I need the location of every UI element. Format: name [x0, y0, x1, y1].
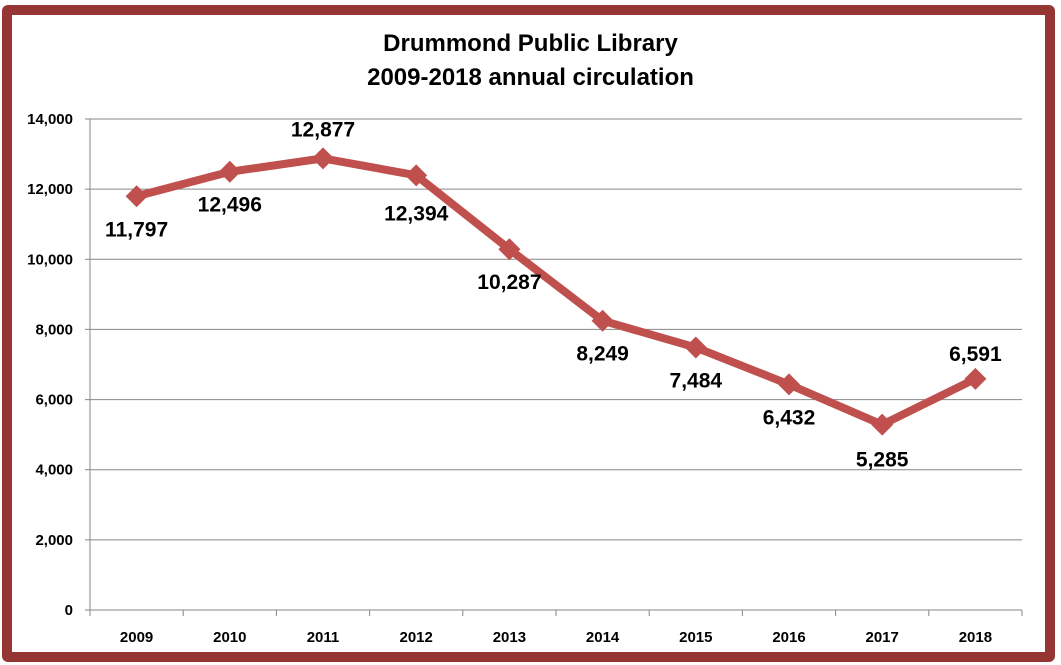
data-label: 6,591 [949, 343, 1002, 366]
diamond-marker [498, 238, 521, 261]
data-label: 11,797 [105, 218, 168, 241]
data-label: 8,249 [576, 343, 629, 366]
data-line [135, 154, 978, 429]
data-label: 6,432 [763, 406, 816, 429]
data-label: 10,287 [477, 271, 541, 294]
x-tick-label: 2015 [679, 629, 712, 646]
y-tick-label: 4,000 [35, 462, 73, 479]
x-tick-label: 2018 [959, 629, 992, 646]
x-tick-label: 2012 [400, 629, 433, 646]
y-tick-label: 14,000 [27, 111, 73, 128]
x-tick-label: 2014 [586, 629, 620, 646]
diamond-marker [218, 160, 241, 183]
y-tick-label: 0 [65, 602, 73, 619]
chart-frame[interactable] [2, 5, 1055, 662]
x-tick-label: 2009 [120, 629, 153, 646]
diamond-marker [125, 185, 148, 208]
diamond-marker [871, 413, 894, 436]
diamond-marker [684, 336, 707, 359]
x-tick-label: 2013 [493, 629, 526, 646]
chart-title: Drummond Public Library [383, 30, 678, 57]
diamond-marker [778, 373, 800, 396]
data-label: 12,394 [384, 202, 449, 225]
diamond-marker [964, 367, 987, 390]
data-label: 12,877 [291, 118, 355, 141]
y-tick-label: 6,000 [35, 392, 73, 409]
x-tick-label: 2011 [307, 629, 340, 646]
y-tick-label: 8,000 [35, 321, 73, 338]
x-tick-label: 2010 [213, 629, 246, 646]
diamond-marker [405, 164, 428, 187]
diamond-marker [312, 147, 334, 170]
diamond-marker [591, 309, 614, 332]
y-tick-label: 12,000 [27, 181, 73, 198]
x-tick-label: 2016 [772, 629, 805, 646]
chart-subtitle: 2009-2018 annual circulation [367, 64, 694, 91]
data-label: 12,496 [198, 194, 262, 217]
y-tick-label: 10,000 [27, 251, 73, 268]
y-tick-label: 2,000 [35, 532, 73, 549]
data-label: 5,285 [856, 449, 909, 472]
data-label: 7,484 [670, 370, 723, 393]
x-tick-label: 2017 [866, 629, 899, 646]
